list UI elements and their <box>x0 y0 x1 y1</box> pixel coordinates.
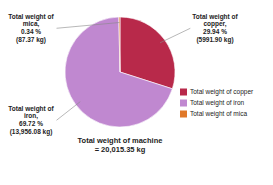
legend-label: Total weight of mica <box>190 110 247 118</box>
legend-swatch <box>180 89 187 96</box>
legend-label: Total weight of copper <box>190 88 254 96</box>
leader-line <box>160 28 190 43</box>
title: Total weight of machine= 20,015.35 kg <box>78 136 163 154</box>
pie <box>65 17 175 127</box>
annotation-line: 29.94 % <box>203 28 227 35</box>
legend-label: Total weight of iron <box>190 99 245 107</box>
legend-swatch <box>180 111 187 118</box>
annotation-line: (5991.90 kg) <box>196 36 233 44</box>
pie-slice <box>65 17 172 127</box>
annotation: Total weight ofcopper,29.94 %(5991.90 kg… <box>192 13 238 44</box>
legend-swatch <box>180 100 187 107</box>
leader-line <box>57 102 81 121</box>
pie-slice <box>119 17 120 72</box>
title-line: Total weight of machine <box>78 136 163 145</box>
annotation-line: 0.34 % <box>21 28 41 35</box>
annotation-line: (13,956.08 kg) <box>10 128 53 136</box>
legend-item: Total weight of copper <box>180 88 254 96</box>
annotation-line: (87.37 kg) <box>16 36 46 44</box>
legend: Total weight of copper Total weight of ir… <box>180 88 254 118</box>
title-line: = 20,015.35 kg <box>95 145 146 154</box>
chart: Total weight ofcopper,29.94 %(5991.90 kg… <box>0 0 273 185</box>
leader-line <box>57 23 120 29</box>
annotation: Total weight ofiron,69.72 %(13,956.08 kg… <box>8 105 54 136</box>
annotation-line: 69.72 % <box>19 120 43 127</box>
legend-item: Total weight of iron <box>180 99 245 107</box>
annotation: Total weight ofmica,0.34 %(87.37 kg) <box>8 13 54 44</box>
legend-item: Total weight of mica <box>180 110 247 118</box>
